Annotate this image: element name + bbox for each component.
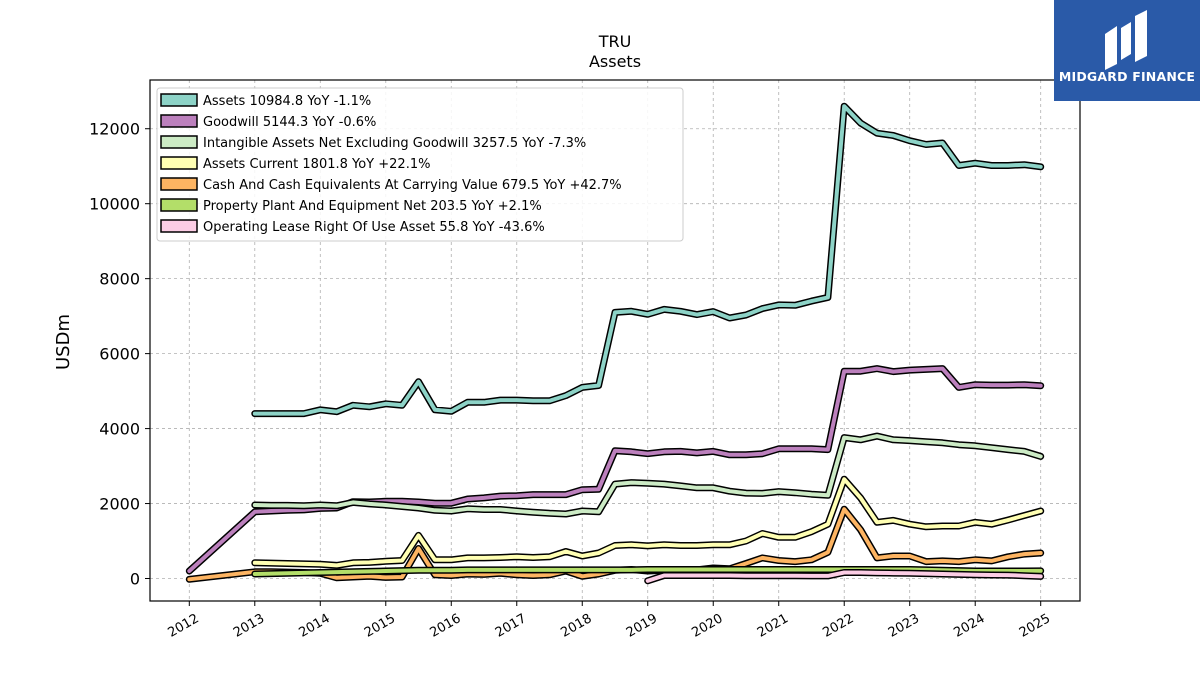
legend: Assets 10984.8 YoY -1.1% Goodwill 5144.3 … bbox=[156, 87, 684, 242]
legend-entry: Operating Lease Right Of Use Asset 55.8 … bbox=[203, 220, 545, 235]
legend-swatch bbox=[160, 198, 198, 212]
series-line-assets-current bbox=[252, 477, 1043, 568]
x-tick-label: 2020 bbox=[689, 611, 725, 641]
y-tick-label: 12000 bbox=[89, 120, 140, 139]
legend-entry: Intangible Assets Net Excluding Goodwill… bbox=[203, 136, 586, 151]
x-tick-label: 2023 bbox=[886, 611, 922, 641]
x-tick-label: 2015 bbox=[362, 611, 398, 641]
x-tick-label: 2019 bbox=[624, 611, 660, 641]
series-line-goodwill bbox=[187, 366, 1043, 573]
x-tick-label: 2018 bbox=[558, 611, 594, 641]
chart-subtitle: Assets bbox=[589, 52, 641, 71]
plot-area-frame bbox=[149, 79, 1081, 602]
y-tick-label: 2000 bbox=[99, 495, 140, 514]
legend-swatch bbox=[160, 177, 198, 191]
y-tick-label: 4000 bbox=[99, 420, 140, 439]
x-tick-label: 2024 bbox=[951, 611, 987, 641]
series-line-operating-lease-right-of-use-asset bbox=[645, 570, 1043, 583]
logo-text: MIDGARD FINANCE bbox=[1058, 69, 1196, 84]
x-tick-label: 2016 bbox=[427, 611, 463, 641]
x-tick-label: 2014 bbox=[296, 611, 332, 641]
series-lines bbox=[185, 102, 1045, 585]
y-tick-label: 0 bbox=[130, 570, 140, 589]
legend-entry: Goodwill 5144.3 YoY -0.6% bbox=[203, 115, 376, 130]
x-tick-label: 2025 bbox=[1017, 611, 1053, 641]
x-tick-label: 2017 bbox=[493, 611, 529, 641]
y-tick-label: 10000 bbox=[89, 195, 140, 214]
series-outline-assets-current bbox=[251, 475, 1045, 569]
y-axis-label: USDm bbox=[53, 314, 74, 370]
midgard-finance-logo: MIDGARD FINANCE bbox=[1054, 0, 1200, 101]
legend-entry: Assets Current 1801.8 YoY +22.1% bbox=[203, 157, 430, 172]
series-line-intangible-assets-net-excluding-goodwill bbox=[252, 434, 1043, 516]
chart-title: TRU bbox=[598, 32, 632, 51]
series-line-assets bbox=[252, 104, 1043, 416]
legend-entry: Property Plant And Equipment Net 203.5 Y… bbox=[203, 199, 542, 214]
legend-swatch bbox=[160, 219, 198, 233]
legend-swatch bbox=[160, 156, 198, 170]
y-tick-label: 6000 bbox=[99, 345, 140, 364]
x-tick-label: 2022 bbox=[820, 611, 856, 641]
y-tick-label: 8000 bbox=[99, 270, 140, 289]
legend-swatch bbox=[160, 135, 198, 149]
series-line-property-plant-and-equipment-net bbox=[252, 567, 1043, 576]
x-tick-label: 2021 bbox=[755, 611, 791, 641]
legend-box bbox=[156, 87, 684, 242]
legend-entry: Assets 10984.8 YoY -1.1% bbox=[203, 94, 371, 109]
legend-swatch bbox=[160, 93, 198, 107]
x-tick-label: 2013 bbox=[231, 611, 267, 641]
midgard-logo-mark-icon bbox=[1105, 10, 1147, 70]
series-outline-goodwill bbox=[185, 365, 1045, 575]
x-tick-label: 2012 bbox=[165, 611, 201, 641]
legend-swatch bbox=[160, 114, 198, 128]
legend-entry: Cash And Cash Equivalents At Carrying Va… bbox=[203, 178, 622, 193]
